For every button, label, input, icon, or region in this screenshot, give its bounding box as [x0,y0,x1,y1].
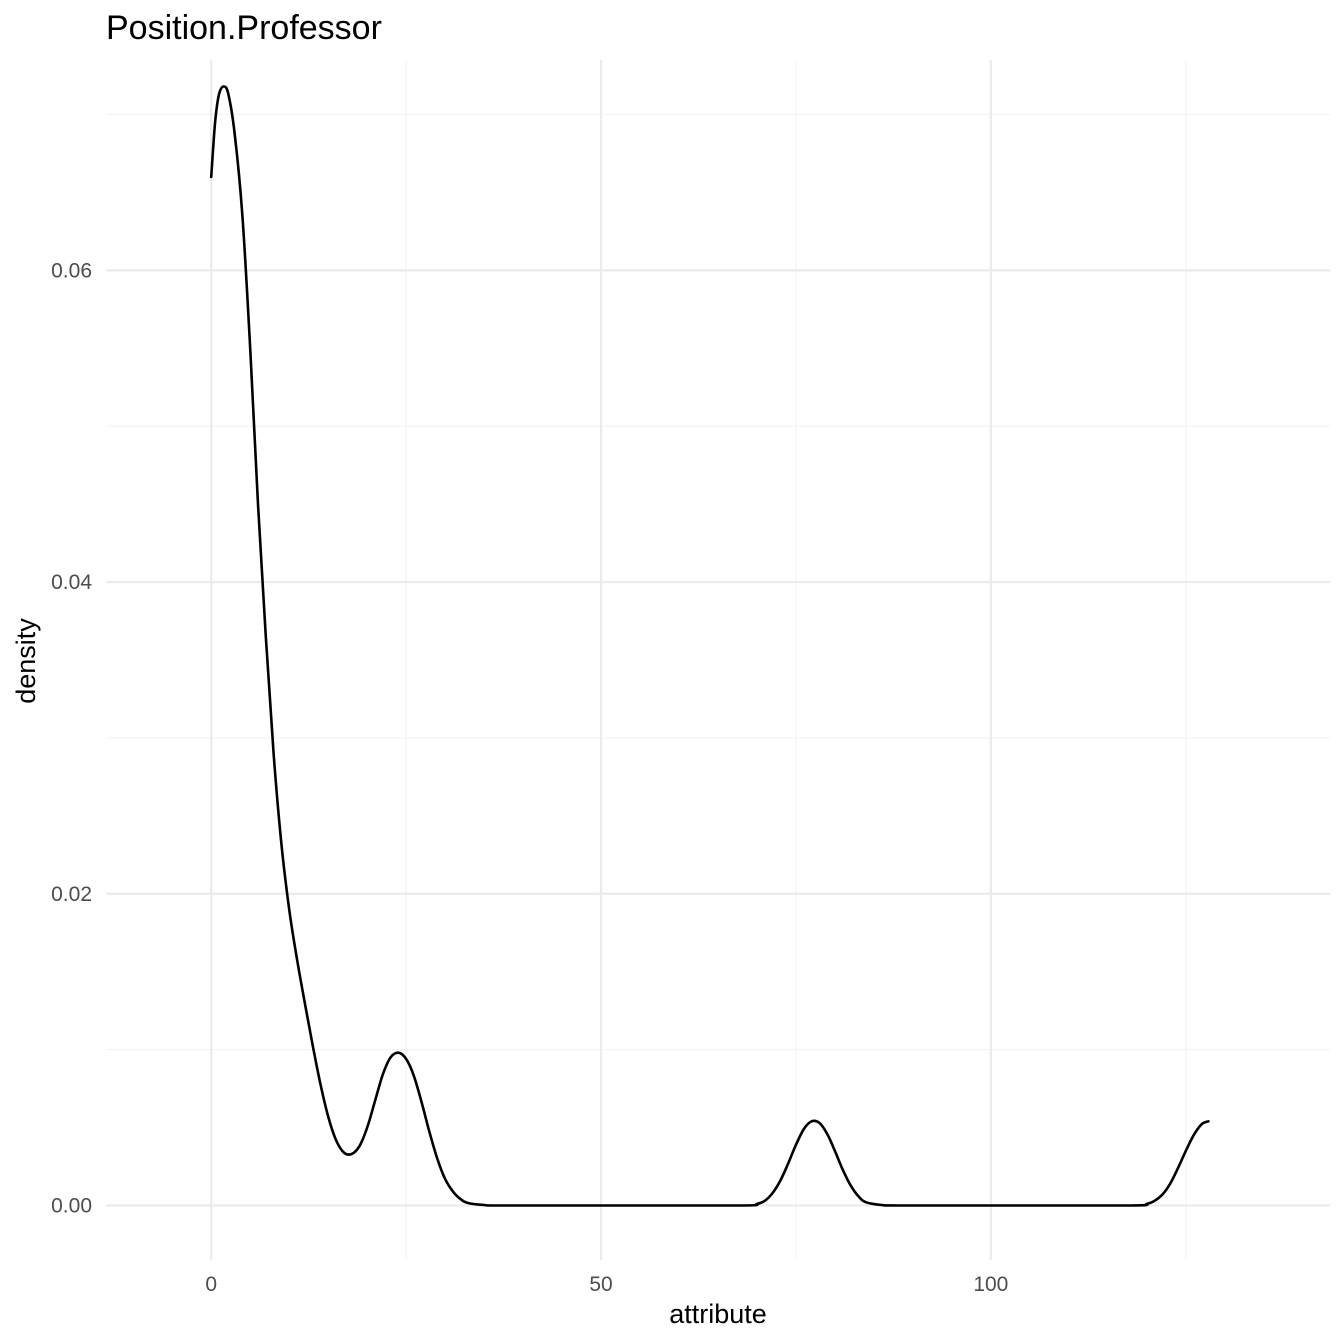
y-tick-label: 0.04 [51,571,92,594]
x-tick-label: 100 [973,1273,1008,1296]
x-tick-label: 0 [205,1273,217,1296]
x-axis-title: attribute [669,1299,767,1329]
minor-gridlines [106,60,1330,1260]
y-axis-ticks: 0.00 0.02 0.04 0.06 [51,259,92,1217]
y-axis-title: density [11,618,41,704]
chart-title: Position.Professor [106,9,382,47]
major-gridlines [106,60,1330,1260]
y-tick-label: 0.02 [51,883,92,906]
x-tick-label: 50 [589,1273,612,1296]
density-curve [209,85,1210,1207]
y-tick-label: 0.06 [51,259,92,282]
x-axis-ticks: 0 50 100 [205,1273,1008,1296]
y-tick-label: 0.00 [51,1194,92,1217]
